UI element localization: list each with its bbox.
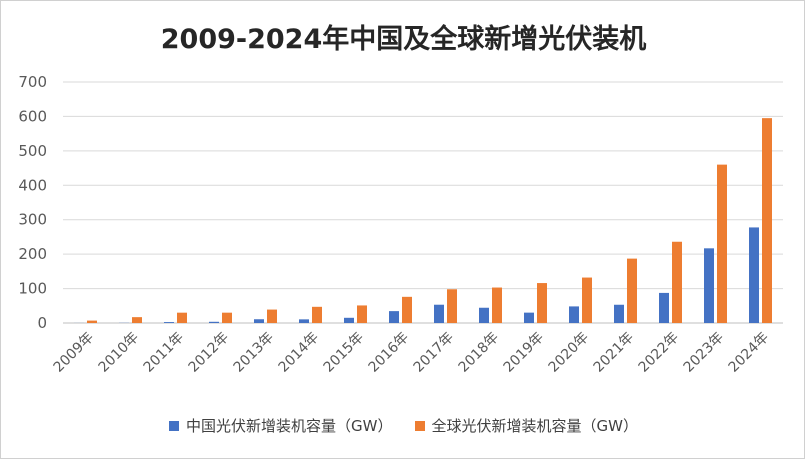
legend: 中国光伏新增装机容量（GW） 全球光伏新增装机容量（GW） [1, 415, 805, 436]
legend-label-china: 中国光伏新增装机容量（GW） [186, 415, 392, 436]
y-tick-label: 0 [37, 314, 47, 332]
bar-china [164, 322, 174, 323]
bar-china [344, 318, 354, 323]
bar-china [254, 319, 264, 323]
bar-global [267, 310, 277, 323]
x-tick-label: 2013年 [231, 329, 277, 375]
bar-china [614, 305, 624, 323]
bar-global [492, 288, 502, 323]
legend-swatch-china [169, 421, 179, 431]
x-tick-label: 2016年 [366, 329, 412, 375]
bar-global [762, 118, 772, 323]
x-tick-label: 2012年 [186, 329, 232, 375]
y-tick-label: 500 [18, 142, 47, 160]
x-tick-label: 2018年 [456, 329, 502, 375]
x-axis: 2009年2010年2011年2012年2013年2014年2015年2016年… [51, 329, 772, 375]
bar-china [434, 305, 444, 323]
bar-china [299, 319, 309, 323]
x-tick-label: 2010年 [96, 329, 142, 375]
y-tick-label: 600 [18, 107, 47, 125]
bar-china [749, 227, 759, 323]
x-tick-label: 2015年 [321, 329, 367, 375]
bar-global [627, 259, 637, 323]
x-tick-label: 2020年 [546, 329, 592, 375]
x-tick-label: 2014年 [276, 329, 322, 375]
bar-global [447, 289, 457, 323]
bar-china [704, 248, 714, 323]
y-tick-label: 100 [18, 280, 47, 298]
bar-china [479, 308, 489, 323]
bar-global [537, 283, 547, 323]
bar-china [524, 313, 534, 323]
legend-item-china: 中国光伏新增装机容量（GW） [169, 415, 392, 436]
x-tick-label: 2011年 [141, 329, 187, 375]
bar-china [209, 322, 219, 323]
bar-global [357, 305, 367, 323]
x-tick-label: 2021年 [591, 329, 637, 375]
y-tick-label: 400 [18, 176, 47, 194]
bar-global [177, 313, 187, 323]
bar-global [222, 313, 232, 323]
x-tick-label: 2023年 [681, 329, 727, 375]
x-tick-label: 2009年 [51, 329, 97, 375]
bar-global [87, 321, 97, 323]
bar-china [569, 306, 579, 323]
y-tick-label: 300 [18, 211, 47, 229]
legend-label-global: 全球光伏新增装机容量（GW） [432, 415, 638, 436]
x-tick-label: 2024年 [726, 329, 772, 375]
bar-global [132, 317, 142, 323]
bar-global [717, 165, 727, 323]
x-tick-label: 2022年 [636, 329, 682, 375]
x-tick-label: 2019年 [501, 329, 547, 375]
x-tick-label: 2017年 [411, 329, 457, 375]
bar-global [402, 297, 412, 323]
bar-global [582, 278, 592, 323]
bar-china [659, 293, 669, 323]
bar-china [389, 311, 399, 323]
y-tick-label: 200 [18, 245, 47, 263]
y-axis: 0 100 200 300 400 500 600 700 [18, 73, 47, 332]
bars [74, 118, 772, 323]
bar-global [672, 242, 682, 323]
legend-swatch-global [415, 421, 425, 431]
bar-global [312, 307, 322, 323]
y-tick-label: 700 [18, 73, 47, 91]
legend-item-global: 全球光伏新增装机容量（GW） [415, 415, 638, 436]
